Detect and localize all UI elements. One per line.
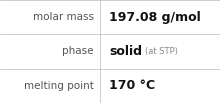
Text: phase: phase (62, 46, 94, 57)
Text: 197.08 g/mol: 197.08 g/mol (109, 11, 201, 24)
Text: (at STP): (at STP) (145, 47, 178, 56)
Text: molar mass: molar mass (33, 12, 94, 22)
Text: melting point: melting point (24, 81, 94, 91)
Text: solid: solid (109, 45, 142, 58)
Text: 170 °C: 170 °C (109, 79, 155, 92)
